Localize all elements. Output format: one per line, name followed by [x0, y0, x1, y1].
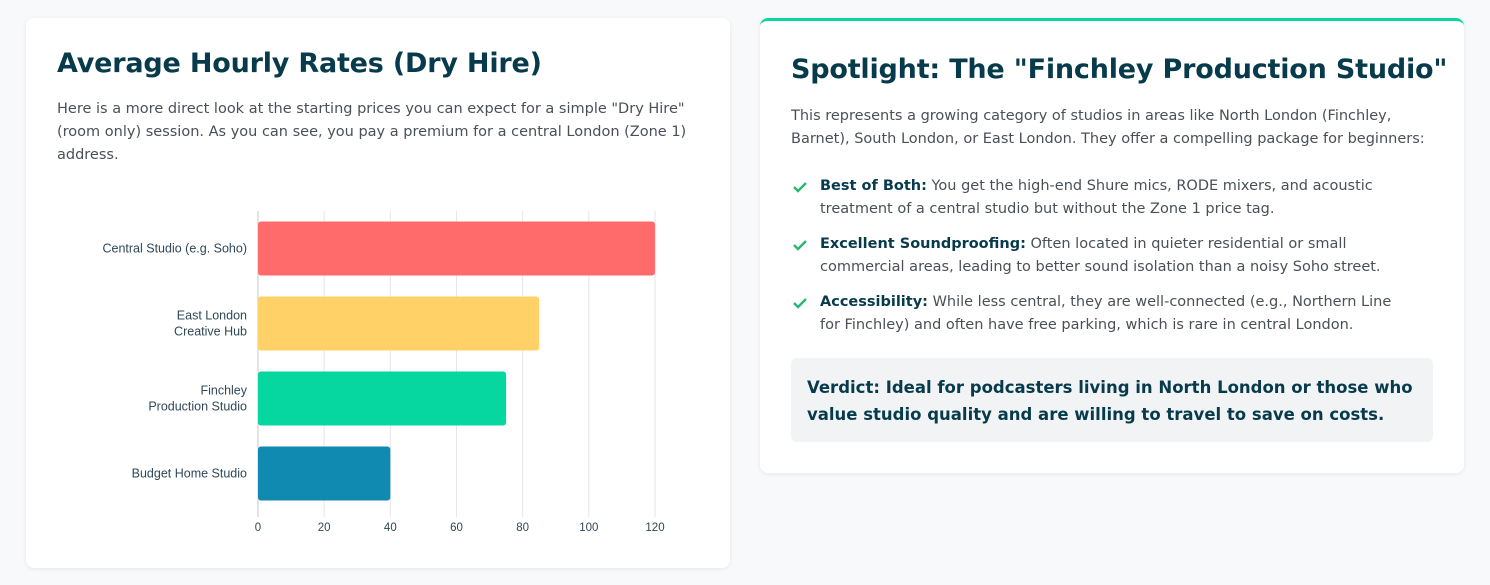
- bar: [258, 446, 391, 501]
- bar: [258, 371, 507, 426]
- verdict-text: Ideal for podcasters living in North Lon…: [807, 378, 1413, 424]
- x-tick-label: 0: [255, 522, 261, 534]
- x-tick-label: 40: [384, 522, 397, 534]
- feature-item: Best of Both: You get the high-end Shure…: [791, 175, 1411, 221]
- x-tick-label: 80: [516, 522, 529, 534]
- feature-item: Accessibility: While less central, they …: [791, 291, 1411, 337]
- card-title: Spotlight: The "Finchley Production Stud…: [791, 54, 1448, 85]
- y-tick-label: Production Studio: [148, 400, 247, 414]
- bar: [258, 221, 655, 276]
- x-tick-label: 60: [450, 522, 463, 534]
- verdict-label: Verdict:: [807, 378, 880, 397]
- check-icon: [793, 298, 807, 309]
- bar-chart: 0 20 40 60 80 100 120 Central Studio (e.g. Soho…: [102, 211, 665, 534]
- y-tick-label: East London: [177, 309, 247, 323]
- rates-card: Average Hourly Rates (Dry Hire) Here is …: [26, 18, 730, 568]
- x-tick-label: 100: [579, 522, 598, 534]
- feature-item: Excellent Soundproofing: Often located i…: [791, 233, 1411, 279]
- feature-text: While less central, they are well-connec…: [820, 294, 1392, 333]
- card-description: This represents a growing category of st…: [791, 108, 1425, 147]
- y-tick-label: Budget Home Studio: [132, 467, 247, 481]
- verdict-box: Verdict: Ideal for podcasters living in …: [791, 358, 1433, 442]
- check-icon: [793, 182, 807, 193]
- feature-label: Accessibility:: [820, 294, 928, 310]
- feature-text: You get the high-end Shure mics, RODE mi…: [820, 178, 1373, 217]
- x-tick-label: 120: [645, 522, 664, 534]
- card-title: Average Hourly Rates (Dry Hire): [57, 48, 542, 79]
- feature-text: Often located in quieter residential or …: [820, 236, 1381, 275]
- card-description: Here is a more direct look at the starti…: [57, 101, 687, 163]
- x-tick-label: 20: [318, 522, 331, 534]
- y-tick-label: Creative Hub: [174, 325, 247, 339]
- bar: [258, 296, 540, 351]
- y-tick-label: Finchley: [200, 384, 247, 398]
- feature-label: Excellent Soundproofing:: [820, 236, 1026, 252]
- feature-list: Best of Both: You get the high-end Shure…: [791, 175, 1411, 349]
- y-tick-label: Central Studio (e.g. Soho): [102, 242, 247, 256]
- feature-label: Best of Both:: [820, 178, 927, 194]
- spotlight-card: Spotlight: The "Finchley Production Stud…: [760, 18, 1464, 473]
- check-icon: [793, 240, 807, 251]
